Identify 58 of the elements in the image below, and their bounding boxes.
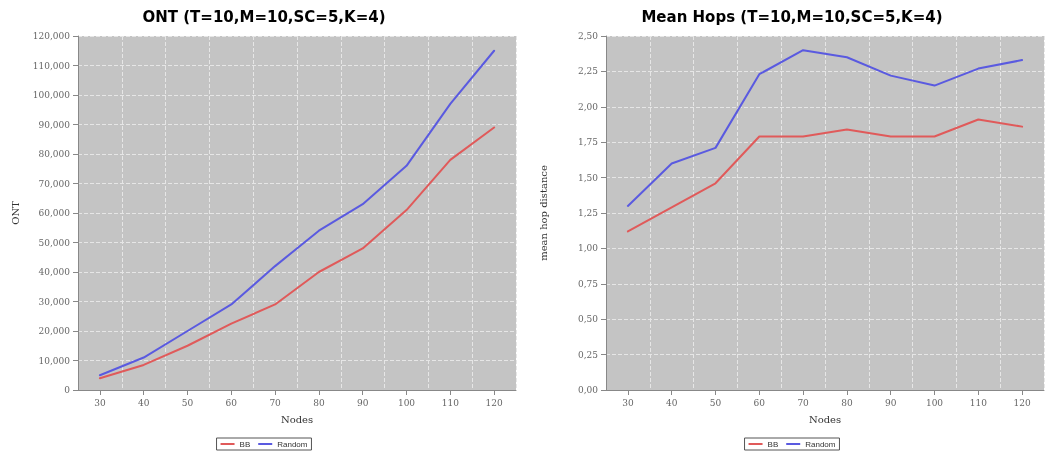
x-tick-label: 70 xyxy=(269,397,282,408)
x-tick-label: 40 xyxy=(665,397,678,408)
y-tick-label: 100,000 xyxy=(32,90,71,100)
y-tick-label: 110,000 xyxy=(32,60,71,71)
y-tick-label: 50,000 xyxy=(38,237,71,248)
x-tick-label: 120 xyxy=(485,397,503,408)
y-tick-label: 0,25 xyxy=(577,349,599,360)
y-tick-label: 2,25 xyxy=(577,66,599,77)
y-tick-label: 0,75 xyxy=(577,278,599,289)
y-axis-title: ONT xyxy=(9,200,21,225)
x-tick-label: 80 xyxy=(313,397,325,408)
chart-title: Mean Hops (T=10,M=10,SC=5,K=4) xyxy=(641,7,943,26)
chart-title: ONT (T=10,M=10,SC=5,K=4) xyxy=(142,7,386,26)
x-tick-label: 50 xyxy=(181,397,194,408)
y-tick-label: 10,000 xyxy=(38,355,71,366)
y-tick-label: 1,25 xyxy=(577,208,599,218)
y-tick-label: 40,000 xyxy=(38,267,71,277)
x-tick-label: 40 xyxy=(137,397,150,408)
line-series xyxy=(626,49,1024,207)
y-tick-label: 1,50 xyxy=(577,172,599,183)
x-tick-label: 110 xyxy=(969,397,988,408)
x-tick-label: 90 xyxy=(884,397,897,408)
y-tick-label: 80,000 xyxy=(38,149,71,159)
y-axis-title: mean hop distance xyxy=(537,165,549,261)
y-tick-label: 0,00 xyxy=(577,385,599,395)
y-tick-label: 0 xyxy=(64,385,71,395)
x-tick-label: 80 xyxy=(841,397,853,408)
legend-label: Random xyxy=(277,439,308,449)
x-tick-label: 90 xyxy=(356,397,369,408)
x-axis-title: Nodes xyxy=(808,413,842,425)
x-axis-title: Nodes xyxy=(280,413,314,425)
y-tick-label: 1,00 xyxy=(577,243,599,254)
x-tick-label: 100 xyxy=(925,397,944,408)
x-tick-label: 30 xyxy=(94,397,106,408)
x-tick-label: 60 xyxy=(225,397,238,408)
x-tick-label: 60 xyxy=(753,397,766,408)
y-tick-label: 30,000 xyxy=(38,296,71,307)
y-tick-label: 2,00 xyxy=(577,101,599,112)
line-series xyxy=(626,118,1024,233)
x-tick-label: 30 xyxy=(622,397,634,408)
y-tick-label: 120,000 xyxy=(32,31,71,41)
y-tick-label: 20,000 xyxy=(38,326,71,336)
line-series xyxy=(98,49,496,377)
x-tick-label: 70 xyxy=(797,397,810,408)
x-tick-label: 120 xyxy=(1013,397,1031,408)
y-tick-label: 90,000 xyxy=(38,119,71,130)
line-series xyxy=(98,126,496,380)
y-tick-label: 70,000 xyxy=(38,178,71,189)
legend-label: Random xyxy=(805,439,836,449)
x-tick-label: 100 xyxy=(397,397,416,408)
y-tick-label: 60,000 xyxy=(38,208,71,218)
y-tick-label: 2,50 xyxy=(577,31,599,41)
y-tick-label: 1,75 xyxy=(577,137,599,148)
x-tick-label: 110 xyxy=(441,397,460,408)
legend-label: BB xyxy=(239,439,251,449)
y-tick-label: 0,50 xyxy=(577,314,599,325)
x-tick-label: 50 xyxy=(709,397,722,408)
legend-label: BB xyxy=(767,439,779,449)
